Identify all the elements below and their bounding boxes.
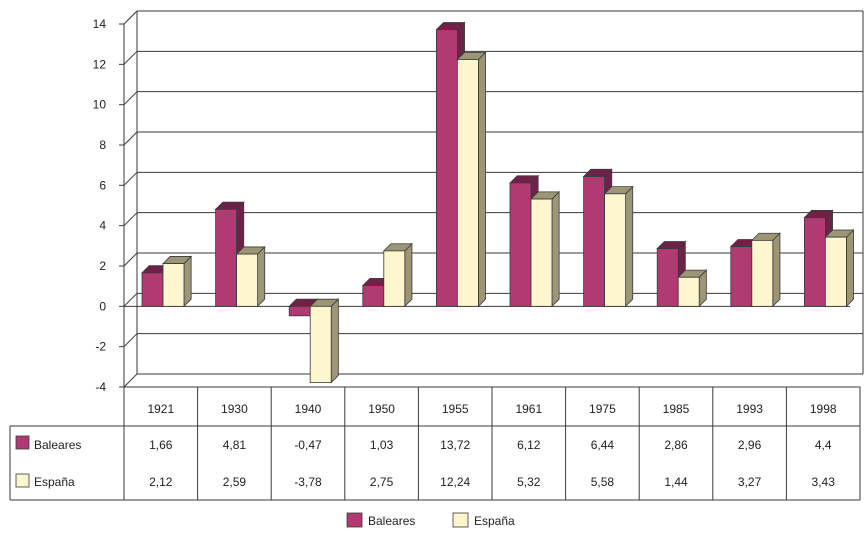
bar-baleares-1950 [362,285,385,307]
x-tick-label: 1961 [515,402,542,416]
data-label: 1,66 [149,438,173,452]
bar-españa-1930 [236,253,259,307]
bar-españa-1955-side [477,51,486,308]
data-label: 6,44 [591,438,615,452]
gridline-side [123,252,138,267]
bar-españa-1921 [162,263,185,307]
gridline-side [123,333,138,348]
bar-baleares-1930 [215,208,238,307]
gridline-side [123,131,138,146]
y-tick-label: 8 [99,138,106,152]
bar-españa-1950 [383,250,406,307]
x-tick-label: 1975 [589,402,616,416]
legend-label: Baleares [368,514,415,528]
table-series-key-españa [15,473,30,488]
data-label: 3,27 [738,475,762,489]
gridline-side [123,212,138,227]
gridline-side [123,171,138,186]
data-label: 6,12 [517,438,541,452]
bar-españa-1998 [825,236,847,307]
y-tick-label: 2 [99,259,106,273]
bar-españa-1985 [677,276,700,307]
bar-españa-1961 [530,198,553,307]
x-tick-label: 1930 [221,402,248,416]
bar-españa-1998-side [846,229,854,308]
legend-swatch-baleares [346,512,363,528]
x-tick-label: 1955 [442,402,469,416]
data-label: 12,24 [440,475,470,489]
gridline-side [123,91,138,106]
data-label: 13,72 [440,438,470,452]
bar-españa-1950-side [404,242,413,308]
y-tick-label: -2 [95,340,106,354]
data-label: 2,75 [370,475,394,489]
y-tick-label: 4 [99,219,106,233]
data-label: 4,81 [223,438,247,452]
bar-baleares-1921 [141,272,164,307]
bar-españa-1993-side [772,232,781,308]
data-label: 3,43 [812,475,836,489]
x-tick-label: 1985 [663,402,690,416]
data-label: 1,03 [370,438,394,452]
table-series-key-baleares [15,435,30,450]
bar-españa-1975 [604,193,626,307]
bar-españa-1961-side [551,190,560,308]
x-tick-label: 1940 [295,402,322,416]
data-label: 2,96 [738,438,762,452]
bar-baleares-1985 [656,248,679,307]
gridline-side [123,10,138,25]
data-label: 5,58 [591,475,615,489]
data-label: 5,32 [517,475,541,489]
data-label: 4,4 [815,438,832,452]
data-label: -0,47 [294,438,322,452]
gridline-side [123,292,138,307]
data-label: 2,86 [664,438,688,452]
bar-españa-1955 [456,59,479,307]
bar-españa-1975-side [625,185,634,308]
bar-españa-1940-side [330,298,339,384]
y-tick-label: 12 [93,57,107,71]
bar-españa-1993 [751,239,774,307]
bar-baleares-1998 [804,217,826,307]
data-label: 2,59 [223,475,247,489]
y-tick-label: 0 [99,299,106,313]
bar-baleares-1955 [435,29,458,307]
bar-baleares-1961 [509,182,532,307]
gridline-side [123,50,138,65]
y-tick-label: 10 [93,98,107,112]
y-tick-label: 6 [99,178,106,192]
x-tick-label: 1998 [810,402,837,416]
gridline-side [123,373,138,388]
data-label: 2,12 [149,475,173,489]
legend-swatch-españa [452,512,469,528]
table-series-label: España [34,475,75,489]
bar-españa-1940 [309,305,332,383]
x-tick-label: 1950 [368,402,395,416]
y-tick-label: -4 [95,380,106,394]
y-tick-label: 14 [93,17,107,31]
bar-baleares-1940 [288,305,311,317]
x-tick-label: 1993 [736,402,763,416]
data-label: 1,44 [664,475,688,489]
bar-baleares-1975 [583,176,605,307]
x-tick-label: 1921 [147,402,174,416]
legend-label: España [474,514,515,528]
data-label: -3,78 [294,475,322,489]
bar-baleares-1993 [730,246,753,307]
bar-españa-1930-side [257,245,266,308]
bar-españa-1921-side [183,255,192,308]
table-series-label: Baleares [34,438,81,452]
